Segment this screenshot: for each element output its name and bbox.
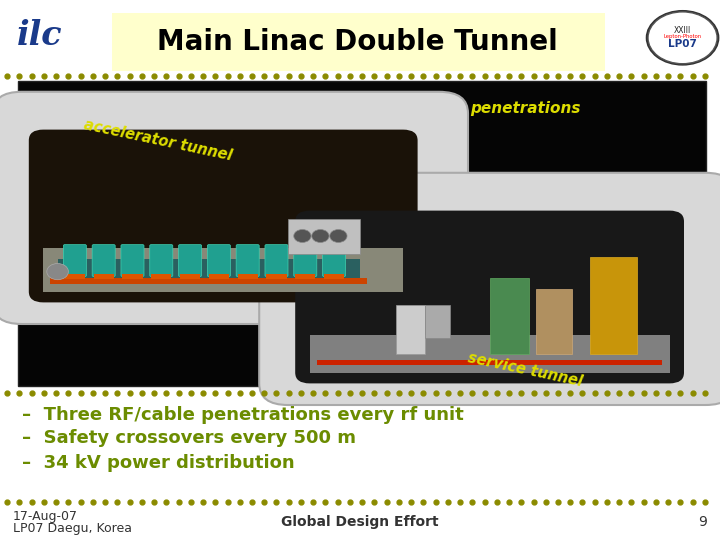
Circle shape	[294, 230, 311, 242]
FancyBboxPatch shape	[29, 130, 418, 302]
FancyBboxPatch shape	[324, 274, 344, 279]
FancyBboxPatch shape	[310, 335, 670, 373]
Text: ilc: ilc	[17, 18, 63, 52]
FancyBboxPatch shape	[259, 173, 720, 405]
FancyBboxPatch shape	[94, 274, 114, 279]
FancyBboxPatch shape	[209, 274, 229, 279]
Circle shape	[647, 11, 719, 65]
FancyBboxPatch shape	[112, 13, 605, 71]
Text: penetrations: penetrations	[470, 100, 581, 116]
Text: service tunnel: service tunnel	[467, 350, 585, 389]
Circle shape	[312, 230, 329, 242]
FancyBboxPatch shape	[536, 289, 572, 354]
Text: Main Linac Double Tunnel: Main Linac Double Tunnel	[158, 28, 558, 56]
FancyBboxPatch shape	[425, 305, 450, 338]
Text: accelerator tunnel: accelerator tunnel	[83, 117, 234, 164]
FancyBboxPatch shape	[65, 274, 85, 279]
Text: Global Design Effort: Global Design Effort	[282, 515, 438, 529]
FancyBboxPatch shape	[63, 245, 86, 276]
FancyBboxPatch shape	[288, 219, 360, 254]
FancyBboxPatch shape	[396, 305, 425, 354]
FancyBboxPatch shape	[236, 245, 259, 276]
FancyBboxPatch shape	[317, 360, 662, 364]
FancyBboxPatch shape	[294, 245, 317, 276]
Circle shape	[648, 12, 717, 64]
FancyBboxPatch shape	[121, 245, 144, 276]
Text: Lepton-Photon: Lepton-Photon	[664, 34, 701, 39]
FancyBboxPatch shape	[122, 274, 143, 279]
Text: –  Safety crossovers every 500 m: – Safety crossovers every 500 m	[22, 429, 356, 448]
FancyBboxPatch shape	[266, 274, 287, 279]
FancyBboxPatch shape	[490, 278, 529, 354]
Text: –  34 kV power distribution: – 34 kV power distribution	[22, 454, 294, 472]
FancyBboxPatch shape	[58, 259, 360, 278]
FancyBboxPatch shape	[590, 256, 637, 354]
FancyBboxPatch shape	[238, 274, 258, 279]
FancyBboxPatch shape	[295, 211, 684, 383]
FancyBboxPatch shape	[151, 274, 171, 279]
FancyBboxPatch shape	[179, 245, 202, 276]
Circle shape	[47, 264, 68, 280]
FancyBboxPatch shape	[43, 248, 403, 292]
FancyBboxPatch shape	[323, 245, 346, 276]
Text: LP07 Daegu, Korea: LP07 Daegu, Korea	[13, 522, 132, 535]
Text: 17-Aug-07: 17-Aug-07	[13, 510, 78, 523]
FancyBboxPatch shape	[180, 274, 200, 279]
FancyBboxPatch shape	[92, 245, 115, 276]
Text: LP07: LP07	[668, 39, 697, 49]
Text: 9: 9	[698, 515, 707, 529]
FancyBboxPatch shape	[207, 245, 230, 276]
Text: –  Three RF/cable penetrations every rf unit: – Three RF/cable penetrations every rf u…	[22, 406, 464, 424]
FancyBboxPatch shape	[50, 278, 367, 284]
Circle shape	[330, 230, 347, 242]
Text: XXIII: XXIII	[674, 26, 691, 35]
FancyBboxPatch shape	[150, 245, 173, 276]
FancyBboxPatch shape	[0, 92, 468, 324]
FancyBboxPatch shape	[265, 245, 288, 276]
FancyBboxPatch shape	[18, 81, 706, 386]
FancyBboxPatch shape	[295, 274, 315, 279]
